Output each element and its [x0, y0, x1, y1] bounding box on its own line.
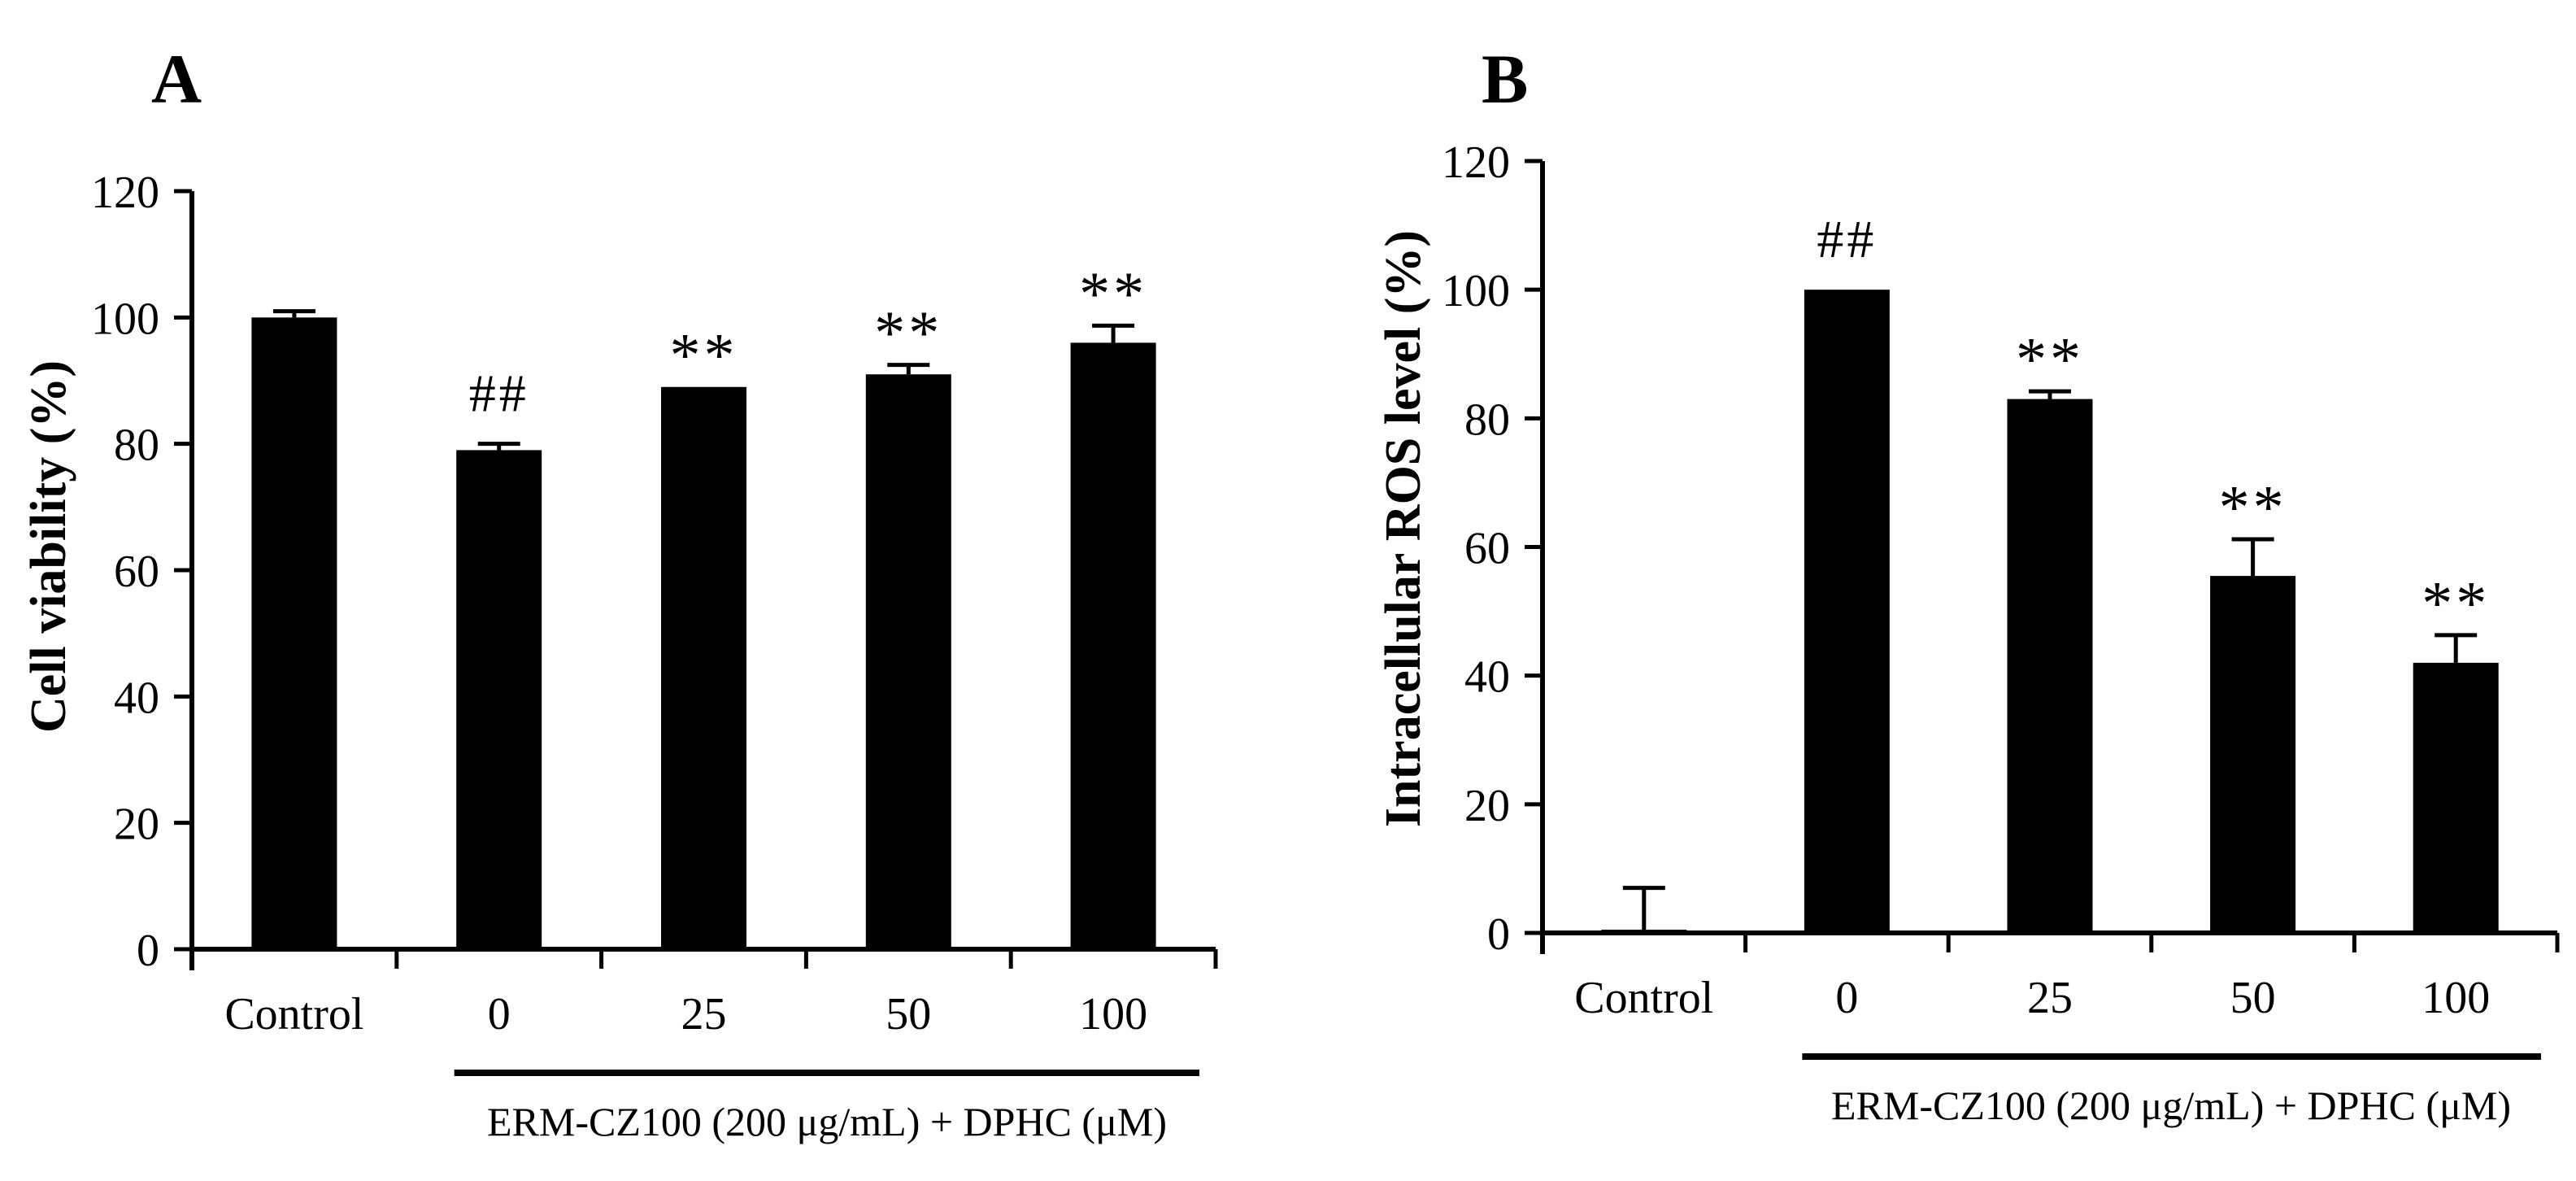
- panel-b-y-tick-label: 80: [1464, 394, 1510, 445]
- panel-a-y-tick-label: 20: [114, 800, 159, 850]
- panel-a-treatment-group-label: ERM-CZ100 (200 μg/mL) + DPHC (μM): [487, 1099, 1167, 1144]
- panel-a-y-tick-label: 80: [114, 421, 159, 471]
- panel-b-y-tick-label: 40: [1464, 652, 1510, 703]
- panel-a-significance-marker-50: **: [874, 299, 942, 368]
- panel-a-y-tick-label: 60: [114, 547, 159, 597]
- panel-a-y-axis-title: Cell viability (%): [21, 360, 76, 734]
- panel-b-y-tick-label: 60: [1464, 524, 1510, 574]
- panel-b-category-label-25: 25: [2027, 973, 2073, 1023]
- panel-a-significance-marker-100: **: [1079, 259, 1147, 328]
- panel-b-significance-marker-50: **: [2219, 473, 2287, 542]
- panel-a-y-tick-label: 120: [91, 168, 159, 218]
- panel-b-significance-marker-25: **: [2016, 325, 2084, 394]
- panel-a-bar-control: [251, 317, 337, 949]
- panel-b-letter: B: [1482, 40, 1529, 118]
- panel-b-significance-marker-0: ##: [1817, 210, 1877, 269]
- panel-a-y-tick-label: 0: [137, 926, 159, 976]
- panel-b-category-label-50: 50: [2230, 973, 2276, 1023]
- panel-b-category-label-100: 100: [2422, 973, 2490, 1023]
- panel-a-category-label-50: 50: [886, 989, 931, 1039]
- panel-a-bar-50: [865, 374, 951, 949]
- panel-b-treatment-group-label: ERM-CZ100 (200 μg/mL) + DPHC (μM): [1831, 1083, 2511, 1128]
- panel-b-bar-0: [1804, 290, 1890, 934]
- panel-a-significance-marker-25: **: [670, 321, 738, 390]
- panel-b-y-tick-label: 120: [1442, 137, 1510, 188]
- panel-a-category-label-100: 100: [1079, 989, 1147, 1039]
- panel-a-y-tick-label: 40: [114, 673, 159, 723]
- panel-b-significance-marker-100: **: [2422, 569, 2490, 638]
- panel-b-bar-control: [1601, 930, 1687, 933]
- panel-b-y-axis-title: Intracellular ROS level (%): [1376, 229, 1431, 828]
- panel-b-bar-50: [2210, 576, 2296, 933]
- panel-a-category-label-25: 25: [681, 989, 727, 1039]
- panel-a-category-label-0: 0: [488, 989, 511, 1039]
- panel-b-y-tick-label: 100: [1442, 266, 1510, 316]
- panel-a-bar-100: [1070, 342, 1156, 949]
- panel-b-y-tick-label: 20: [1464, 781, 1510, 831]
- panel-a-bar-0: [456, 450, 542, 949]
- panel-b-bar-25: [2007, 399, 2093, 933]
- panel-a-letter: A: [151, 40, 202, 118]
- panel-b-category-label-control: Control: [1574, 973, 1713, 1023]
- panel-a-significance-marker-0: ##: [469, 364, 529, 424]
- panel-a-bar-25: [661, 386, 746, 949]
- panel-a-category-label-control: Control: [224, 989, 363, 1039]
- panel-a-y-tick-label: 100: [91, 294, 159, 344]
- panel-b-category-label-0: 0: [1835, 973, 1858, 1023]
- panel-b-y-tick-label: 0: [1487, 909, 1510, 960]
- panel-b-bar-100: [2413, 662, 2499, 933]
